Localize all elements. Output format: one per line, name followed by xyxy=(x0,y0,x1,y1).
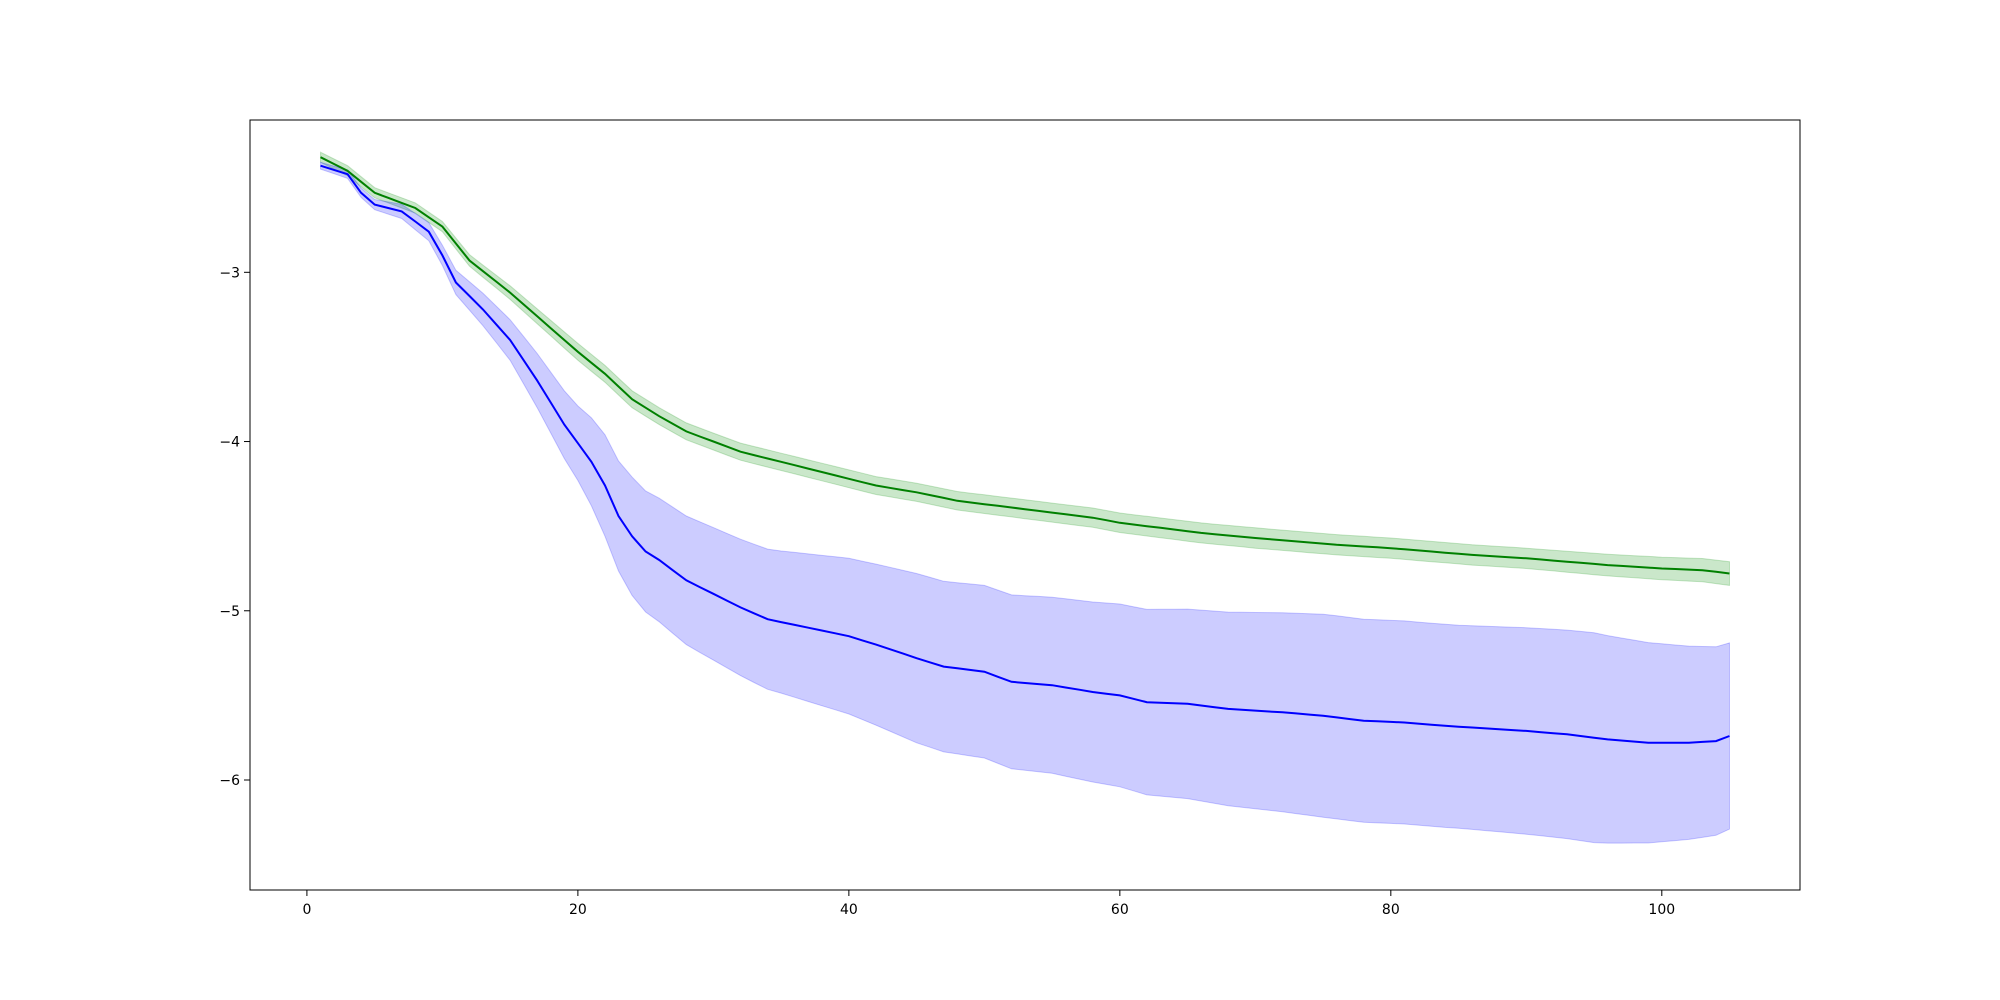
series-1-band xyxy=(320,161,1730,844)
series-0-band xyxy=(320,151,1730,586)
confidence-bands xyxy=(320,151,1730,844)
y-tick-label: −6 xyxy=(219,773,240,789)
x-tick-label: 40 xyxy=(840,902,858,918)
y-axis-ticks: −3 −4 −5 −6 xyxy=(219,265,250,789)
y-tick-label: −4 xyxy=(219,435,240,451)
series-lines xyxy=(320,156,1730,744)
x-tick-label: 0 xyxy=(302,902,311,918)
y-tick-label: −3 xyxy=(219,265,240,281)
plot-frame xyxy=(249,119,1801,891)
x-tick-label: 20 xyxy=(569,902,587,918)
x-tick-label: 60 xyxy=(1111,902,1129,918)
x-axis-ticks: 0 20 40 60 80 100 xyxy=(302,890,1675,918)
series-1-line xyxy=(320,164,1730,744)
x-tick-label: 100 xyxy=(1648,902,1675,918)
x-tick-label: 80 xyxy=(1382,902,1400,918)
series-0-line xyxy=(320,156,1730,575)
y-tick-label: −5 xyxy=(219,604,240,620)
